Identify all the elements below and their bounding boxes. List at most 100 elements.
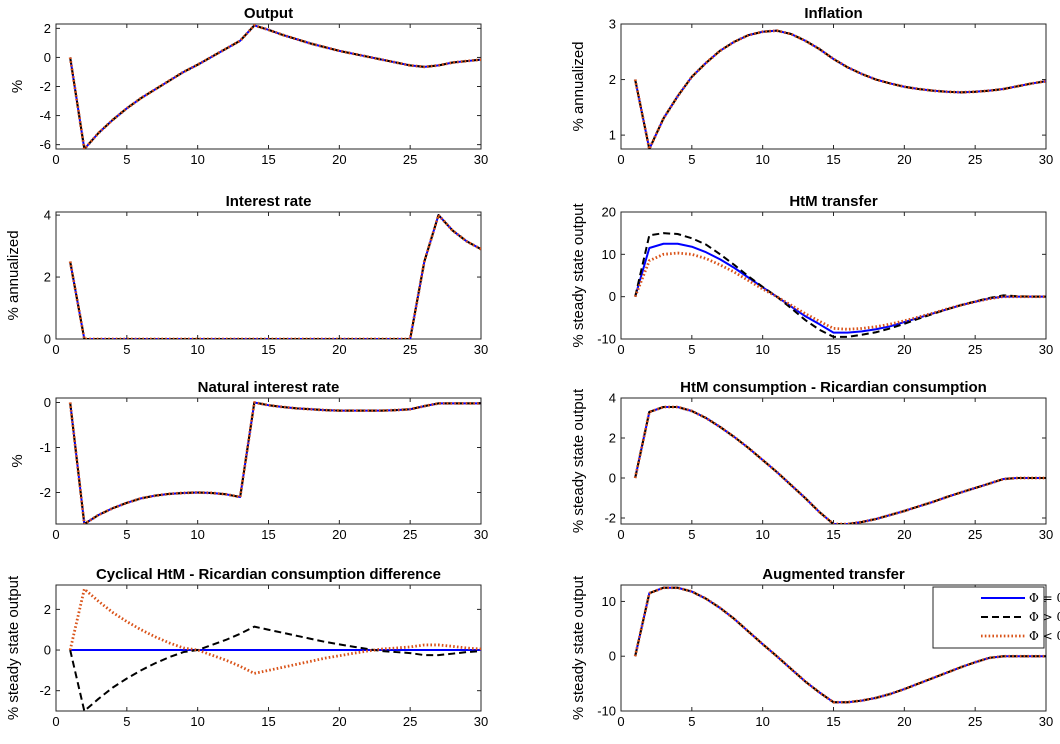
legend-label: Φ < 0 (1029, 629, 1060, 643)
y-axis-label: % steady state output (570, 203, 587, 348)
y-tick-label: -6 (39, 137, 51, 152)
y-tick-label: 0 (609, 471, 616, 486)
panel-title: Output (244, 5, 293, 22)
panel-title: HtM transfer (789, 193, 878, 210)
x-tick-label: 30 (1039, 527, 1053, 542)
panel-title: Cyclical HtM - Ricardian consumption dif… (96, 566, 441, 583)
x-tick-label: 15 (261, 152, 275, 167)
series-line-phi-negative (68, 587, 481, 675)
x-tick-label: 0 (52, 342, 59, 357)
x-tick-label: 0 (617, 342, 624, 357)
y-axis-label: % (9, 454, 26, 467)
series-line-phi-negative (68, 24, 481, 149)
x-tick-label: 5 (688, 342, 695, 357)
x-tick-label: 10 (190, 527, 204, 542)
x-tick-label: 5 (688, 527, 695, 542)
x-tick-label: 15 (261, 714, 275, 729)
y-tick-label: 4 (44, 208, 51, 223)
y-tick-label: -1 (39, 440, 51, 455)
series-line-phi-positive (634, 406, 1046, 524)
x-tick-label: 25 (403, 342, 417, 357)
y-tick-label: -2 (39, 485, 51, 500)
series-line-phi-negative (633, 586, 1046, 704)
x-tick-label: 10 (755, 152, 769, 167)
y-axis-label: % steady state output (5, 575, 22, 720)
y-tick-label: -10 (597, 704, 616, 719)
x-tick-label: 0 (52, 714, 59, 729)
panel-output: 0 5 10 15 20 25 30 -6 -4 -2 0 2 Output% (9, 5, 488, 167)
x-tick-label: 15 (261, 527, 275, 542)
x-tick-label: 30 (474, 527, 488, 542)
y-tick-label: -2 (39, 683, 51, 698)
x-tick-label: 10 (190, 152, 204, 167)
axes-box (620, 397, 1047, 525)
series-line-phi-positive (634, 232, 1046, 338)
y-tick-label: -10 (597, 332, 616, 347)
x-tick-label: 15 (826, 714, 840, 729)
panel-inflation: 0 5 10 15 20 25 30 1 2 3 Inflation % annualized (570, 5, 1053, 167)
legend-box (932, 586, 1045, 649)
y-tick-label: 0 (44, 395, 51, 410)
series-line-phi-negative (633, 29, 1046, 149)
panel-cyclical-htm-ricardian-consumption-difference: 0 5 10 15 20 25 30 -2 0 2 Cyclical HtM - Ricardian… (5, 566, 488, 729)
x-tick-label: 10 (190, 714, 204, 729)
panel-natural-interest-rate: 0 5 10 15 20 25 30 -2 -1 0 Natural interest rate% (9, 379, 488, 542)
series-line-phi-zero (634, 242, 1046, 334)
y-tick-label: -2 (39, 79, 51, 94)
x-tick-label: 25 (968, 714, 982, 729)
x-tick-label: 15 (826, 152, 840, 167)
x-tick-label: 30 (474, 714, 488, 729)
x-tick-label: 30 (1039, 342, 1053, 357)
x-tick-label: 20 (897, 527, 911, 542)
axes-box (55, 211, 482, 340)
axes-box (620, 211, 1047, 340)
x-tick-label: 20 (897, 714, 911, 729)
panel-title: Augmented transfer (762, 566, 905, 583)
x-tick-label: 10 (190, 342, 204, 357)
panel-title: HtM consumption - Ricardian consumption (680, 379, 987, 396)
x-tick-label: 20 (332, 342, 346, 357)
y-tick-label: 10 (602, 247, 616, 262)
y-tick-label: 1 (609, 128, 616, 143)
legend-label: Φ = 0 (1029, 591, 1060, 605)
series-line-phi-zero (69, 214, 481, 339)
x-tick-label: 10 (755, 527, 769, 542)
y-tick-label: -4 (39, 108, 51, 123)
x-tick-label: 30 (1039, 714, 1053, 729)
x-tick-label: 15 (261, 342, 275, 357)
x-tick-label: 30 (474, 342, 488, 357)
panel-title: Interest rate (226, 193, 312, 210)
y-tick-label: 4 (609, 391, 616, 406)
y-axis-label: % steady state output (570, 575, 587, 720)
x-tick-label: 5 (123, 714, 130, 729)
y-tick-label: 0 (44, 50, 51, 65)
x-tick-label: 0 (617, 714, 624, 729)
y-tick-label: 0 (44, 332, 51, 347)
x-tick-label: 30 (474, 152, 488, 167)
x-tick-label: 20 (897, 152, 911, 167)
x-tick-label: 10 (755, 342, 769, 357)
y-tick-label: 3 (609, 17, 616, 32)
x-tick-label: 0 (52, 152, 59, 167)
x-tick-label: 20 (332, 527, 346, 542)
y-tick-label: 2 (44, 21, 51, 36)
x-tick-label: 30 (1039, 152, 1053, 167)
x-tick-label: 5 (123, 527, 130, 542)
x-tick-label: 25 (968, 342, 982, 357)
legend-label: Φ > 0 (1029, 610, 1060, 624)
y-tick-label: 2 (44, 602, 51, 617)
y-axis-label: % steady state output (570, 388, 587, 533)
x-tick-label: 25 (403, 527, 417, 542)
x-tick-label: 0 (617, 527, 624, 542)
x-tick-label: 25 (403, 714, 417, 729)
x-tick-label: 20 (897, 342, 911, 357)
axes-box (55, 23, 482, 150)
y-tick-label: 20 (602, 205, 616, 220)
legend: Φ = 0 Φ > 0 Φ < 0 (932, 586, 1060, 649)
y-tick-label: 0 (609, 289, 616, 304)
x-tick-label: 15 (826, 342, 840, 357)
x-tick-label: 20 (332, 152, 346, 167)
